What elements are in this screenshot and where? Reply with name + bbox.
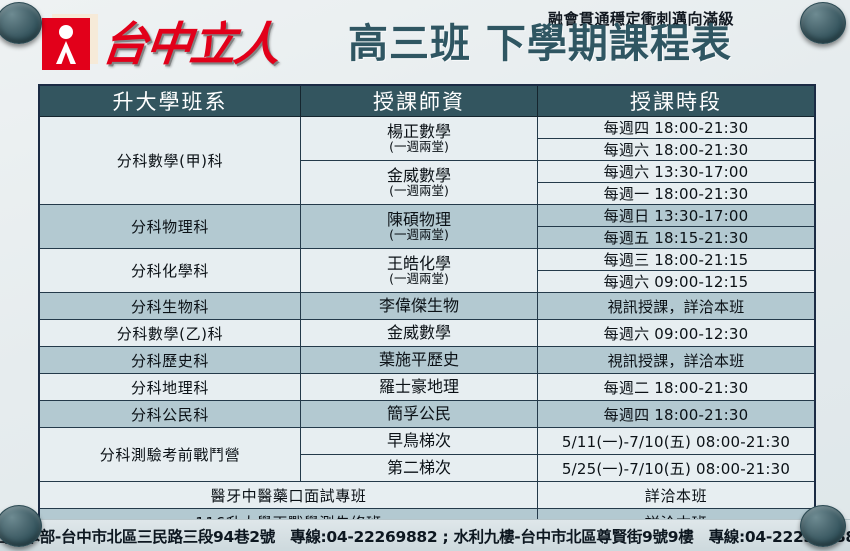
table-row: 分科數學(甲)科 楊正數學 (一週兩堂) 每週四 18:00-21:30	[38, 116, 816, 205]
table-row: 分科測驗考前戰鬥營 早鳥梯次 5/11(一)-7/10(五) 08:00-21:30	[38, 427, 816, 482]
table-row: 分科化學科 王皓化學 (一週兩堂) 每週三 18:00-21:15	[38, 248, 816, 293]
cell-timeslot: 每週六 09:00-12:15	[537, 270, 816, 293]
brand-name: 台中立人	[99, 17, 281, 71]
cell-department: 分科物理科	[38, 204, 301, 249]
table-row: 分科公民科 簡孚公民 每週四 18:00-21:30	[38, 400, 816, 428]
table-row: 分科歷史科 葉施平歷史 視訊授課，詳洽本班	[38, 346, 816, 374]
teacher-name: 李偉傑生物	[378, 296, 459, 316]
cell-program-name: 醫牙中醫藥口面試專班	[38, 481, 538, 509]
teacher-note: (一週兩堂)	[389, 227, 449, 243]
cell-department: 分科地理科	[38, 373, 301, 401]
cell-timeslot: 每週二 18:00-21:30	[537, 373, 816, 401]
cell-timeslot: 每週四 18:00-21:30	[537, 116, 816, 139]
table-row: 每週六 18:00-21:30	[39, 138, 816, 161]
cell-department: 分科數學(甲)科	[38, 116, 301, 205]
corner-knob-top-left	[0, 2, 42, 44]
teacher-name: 羅士豪地理	[378, 377, 459, 397]
teacher-name: 葉施平歷史	[378, 350, 459, 370]
cell-department: 分科歷史科	[38, 346, 301, 374]
cell-program-note: 詳洽本班	[537, 481, 816, 509]
table-head: 升大學班系 授課師資 授課時段	[38, 84, 816, 117]
column-header-timeslot: 授課時段	[537, 84, 816, 117]
table-row: 金威數學 (一週兩堂) 每週六 13:30-17:00	[39, 160, 816, 205]
table-row-wide: 醫牙中醫藥口面試專班 詳洽本班	[38, 481, 816, 509]
brand-logo: 台中立人	[42, 14, 281, 71]
table-header-row: 升大學班系 授課師資 授課時段	[38, 84, 816, 117]
course-schedule-table: 升大學班系 授課師資 授課時段 分科數學(甲)科 楊正數學 (一週兩堂) 每週四 18…	[38, 84, 816, 537]
cell-timeslot: 每週六 13:30-17:00	[537, 160, 816, 183]
footer-bar: 台中本部-台中市北區三民路三段94巷2號 專線:04-22269882 ; 水利…	[0, 519, 850, 551]
cell-teacher: 楊正數學 (一週兩堂)	[300, 116, 538, 161]
cell-department: 分科化學科	[38, 248, 301, 293]
header-tagline: 融會貫通穩定衝刺邁向滿級	[548, 10, 735, 28]
teacher-note: (一週兩堂)	[389, 139, 449, 155]
teacher-note: (一週兩堂)	[389, 271, 449, 287]
cell-timeslot: 每週三 18:00-21:15	[537, 248, 816, 271]
teacher-name: 王皓化學	[386, 253, 451, 273]
cell-teacher: 早鳥梯次	[300, 427, 538, 455]
teacher-note: (一週兩堂)	[389, 183, 449, 199]
cell-department: 分科測驗考前戰鬥營	[38, 427, 301, 482]
cell-teacher: 羅士豪地理	[300, 373, 538, 401]
corner-knob-bottom-left	[0, 505, 42, 547]
teacher-name: 簡孚公民	[386, 404, 451, 424]
table-body: 分科數學(甲)科 楊正數學 (一週兩堂) 每週四 18:00-21:30 每週六 18:…	[38, 116, 816, 537]
table-row: 第二梯次 5/25(一)-7/10(五) 08:00-21:30	[39, 454, 816, 482]
cell-timeslot: 5/11(一)-7/10(五) 08:00-21:30	[537, 427, 816, 455]
cell-teacher: 第二梯次	[300, 454, 538, 482]
cell-timeslot: 每週六 09:00-12:30	[537, 319, 816, 347]
cell-timeslot: 每週四 18:00-21:30	[537, 400, 816, 428]
cell-teacher: 李偉傑生物	[300, 292, 538, 320]
footer-contact-text: 台中本部-台中市北區三民路三段94巷2號 專線:04-22269882 ; 水利…	[0, 527, 850, 546]
cell-teacher: 陳碩物理 (一週兩堂)	[300, 204, 538, 249]
cell-timeslot: 每週日 13:30-17:00	[537, 204, 816, 227]
corner-knob-bottom-right	[800, 505, 846, 547]
cell-department: 分科生物科	[38, 292, 301, 320]
cell-teacher: 金威數學 (一週兩堂)	[300, 160, 538, 205]
teacher-name: 第二梯次	[386, 458, 451, 478]
corner-knob-top-right	[800, 2, 846, 44]
cell-timeslot: 每週六 18:00-21:30	[537, 138, 816, 161]
page-header: 台中立人 融會貫通穩定衝刺邁向滿級 高三班 下學期課程表	[0, 0, 850, 82]
column-header-department: 升大學班系	[38, 84, 301, 117]
cell-teacher: 王皓化學 (一週兩堂)	[300, 248, 538, 293]
cell-timeslot: 每週五 18:15-21:30	[537, 226, 816, 249]
table-row: 每週五 18:15-21:30	[39, 226, 816, 249]
teacher-name: 金威數學	[386, 323, 451, 343]
cell-teacher: 簡孚公民	[300, 400, 538, 428]
table-row: 分科生物科 李偉傑生物 視訊授課，詳洽本班	[38, 292, 816, 320]
cell-teacher: 金威數學	[300, 319, 538, 347]
page-title: 高三班 下學期課程表	[348, 21, 732, 67]
table-row: 分科物理科 陳碩物理 (一週兩堂) 每週日 13:30-17:00	[38, 204, 816, 249]
cell-timeslot: 5/25(一)-7/10(五) 08:00-21:30	[537, 454, 816, 482]
cell-timeslot: 每週一 18:00-21:30	[537, 182, 816, 205]
person-figure-icon	[42, 14, 98, 70]
column-header-teacher: 授課師資	[300, 84, 538, 117]
table-row: 分科地理科 羅士豪地理 每週二 18:00-21:30	[38, 373, 816, 401]
cell-timeslot: 視訊授課，詳洽本班	[537, 292, 816, 320]
cell-teacher: 葉施平歷史	[300, 346, 538, 374]
teacher-name: 金威數學	[386, 165, 451, 185]
teacher-name: 楊正數學	[386, 121, 451, 141]
cell-timeslot: 視訊授課，詳洽本班	[537, 346, 816, 374]
table-row: 每週一 18:00-21:30	[39, 182, 816, 205]
table-row: 分科數學(乙)科 金威數學 每週六 09:00-12:30	[38, 319, 816, 347]
cell-department: 分科數學(乙)科	[38, 319, 301, 347]
teacher-name: 早鳥梯次	[386, 431, 451, 451]
table-row: 每週六 09:00-12:15	[39, 270, 816, 293]
teacher-name: 陳碩物理	[386, 209, 451, 229]
cell-department: 分科公民科	[38, 400, 301, 428]
